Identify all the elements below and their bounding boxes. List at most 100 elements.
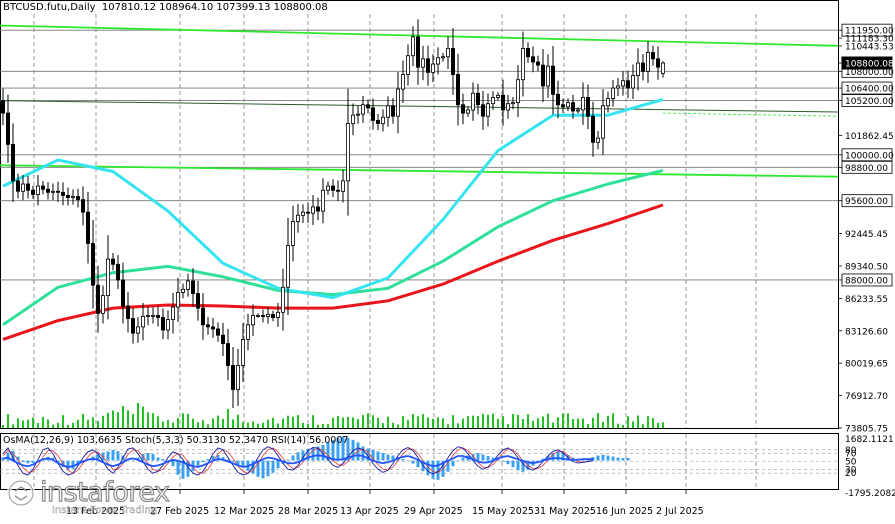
volume-bar	[122, 405, 124, 428]
candle	[295, 204, 300, 233]
candle	[365, 99, 370, 114]
candle	[541, 49, 546, 103]
candle	[450, 28, 455, 95]
volume-bar	[612, 413, 614, 428]
osma-bar	[231, 460, 235, 462]
volume-bar	[307, 424, 309, 428]
osma-bar	[16, 456, 20, 461]
price-tick-label: 89340.50	[845, 262, 888, 272]
volume-bar	[152, 413, 154, 428]
candle-body	[440, 56, 445, 59]
osma-bar	[626, 457, 630, 461]
candle-body	[415, 36, 420, 68]
logo-text: instaforex	[39, 476, 170, 508]
candle	[170, 293, 175, 334]
candle-body	[81, 199, 86, 213]
volume-bar	[587, 423, 589, 428]
osma-bar	[291, 455, 295, 461]
osma-bar	[511, 460, 515, 468]
volume-bar	[252, 421, 254, 428]
osma-bar	[336, 437, 340, 461]
candle-body	[465, 109, 470, 114]
candle-body	[621, 80, 626, 87]
volume-bar	[182, 413, 184, 428]
candle	[270, 310, 275, 322]
candle-body	[586, 97, 591, 117]
volume-bar	[417, 416, 419, 428]
candle	[175, 277, 180, 322]
time-tick-label: 2 Jul 2025	[656, 506, 704, 517]
stoch-signal-line	[2, 447, 594, 474]
time-tick-label: 31 May 2025	[534, 506, 596, 517]
volume-bar	[97, 421, 99, 428]
candle-body	[455, 74, 460, 106]
candle	[611, 79, 616, 107]
volume-bar	[497, 418, 499, 428]
volume-bar	[427, 417, 429, 428]
candle	[91, 219, 96, 309]
volume-bar	[437, 417, 439, 428]
volume-bar	[512, 413, 514, 428]
candle-body	[661, 62, 666, 74]
volume-bar	[352, 417, 354, 428]
volume-bar	[292, 416, 294, 428]
osma-bar	[621, 458, 625, 461]
volume-bar	[387, 416, 389, 428]
candle-body	[330, 185, 335, 191]
candle	[551, 45, 556, 115]
candle	[581, 82, 586, 125]
candle	[121, 262, 126, 324]
volume-bar	[147, 412, 149, 428]
candle-body	[470, 92, 475, 111]
volume-bar	[422, 414, 424, 428]
candle	[315, 197, 320, 221]
candle	[521, 31, 526, 97]
time-tick-label: 13 Feb 2025	[66, 506, 125, 517]
osma-bar	[551, 453, 555, 461]
candle-body	[230, 365, 235, 390]
rsi-line	[2, 454, 593, 468]
osma-bar	[516, 460, 520, 471]
price-tick-label: 80019.65	[845, 360, 888, 370]
candle	[305, 202, 310, 223]
volume-bar	[547, 413, 549, 428]
price-label-box	[841, 81, 893, 95]
current-price-label: 108800.08	[845, 60, 894, 70]
price-tick-label: 108000.00	[845, 68, 894, 78]
candle	[460, 93, 465, 125]
osma-bar	[341, 436, 345, 461]
candle-body	[541, 64, 546, 87]
candle	[370, 98, 375, 130]
candle	[250, 304, 255, 336]
candle	[285, 217, 290, 315]
candle-body	[51, 190, 56, 193]
price-tick-label: 95600.00	[845, 197, 888, 207]
candle-body	[175, 292, 180, 308]
osma-bar	[361, 446, 365, 461]
candle-body	[350, 114, 355, 124]
candle-body	[200, 307, 205, 326]
candle	[586, 84, 591, 130]
osma-bar	[311, 447, 315, 461]
osma-bar	[356, 442, 360, 461]
candle	[445, 36, 450, 69]
volume-bar	[222, 418, 224, 428]
candle-body	[86, 211, 91, 244]
candle-body	[591, 115, 596, 143]
candle-body	[601, 105, 606, 139]
volume-bar	[412, 414, 414, 428]
osma-bar	[131, 460, 135, 462]
price-tick-label: 73805.75	[845, 424, 888, 434]
instaforex-logo-icon	[7, 478, 35, 507]
candle-body	[395, 88, 400, 117]
candle-body	[571, 102, 576, 112]
osma-bar	[381, 453, 385, 461]
candle-body	[101, 295, 106, 314]
osma-bar	[426, 460, 430, 476]
logo-tagline: Instant Forex Trading	[52, 505, 158, 516]
osma-bar	[211, 456, 215, 461]
indicator-axis-label: 70	[845, 450, 857, 460]
candle-body	[490, 97, 495, 105]
